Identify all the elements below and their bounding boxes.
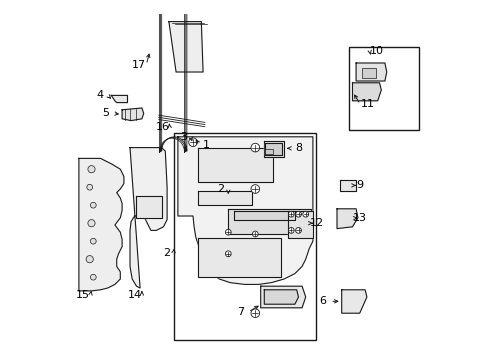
Text: 14: 14 xyxy=(127,290,142,300)
Polygon shape xyxy=(260,286,305,308)
Circle shape xyxy=(90,274,96,280)
Circle shape xyxy=(225,229,231,235)
Text: 2: 2 xyxy=(163,248,170,258)
Polygon shape xyxy=(168,22,203,72)
Text: 4: 4 xyxy=(97,90,104,100)
Text: 5: 5 xyxy=(102,108,109,118)
Polygon shape xyxy=(136,196,162,218)
Polygon shape xyxy=(233,211,294,220)
Circle shape xyxy=(250,143,259,152)
Polygon shape xyxy=(178,137,312,284)
Text: 7: 7 xyxy=(237,307,244,317)
Circle shape xyxy=(90,238,96,244)
Circle shape xyxy=(88,220,95,227)
Polygon shape xyxy=(336,209,357,229)
Circle shape xyxy=(250,309,259,318)
Circle shape xyxy=(86,256,93,263)
Polygon shape xyxy=(265,143,282,155)
Text: 17: 17 xyxy=(132,60,146,70)
Text: 11: 11 xyxy=(360,99,374,109)
Polygon shape xyxy=(352,83,381,101)
Polygon shape xyxy=(228,209,310,234)
Polygon shape xyxy=(197,191,251,205)
Circle shape xyxy=(302,211,308,217)
Polygon shape xyxy=(263,141,284,157)
Text: 15: 15 xyxy=(76,290,90,300)
Polygon shape xyxy=(355,63,386,81)
Text: 8: 8 xyxy=(294,143,302,153)
Polygon shape xyxy=(111,95,127,103)
Polygon shape xyxy=(122,108,143,121)
Bar xyxy=(174,133,316,340)
Circle shape xyxy=(188,138,197,147)
Circle shape xyxy=(295,211,301,217)
Text: 2: 2 xyxy=(217,184,224,194)
Circle shape xyxy=(288,228,294,233)
Polygon shape xyxy=(341,290,366,313)
Bar xyxy=(361,68,375,78)
Text: 12: 12 xyxy=(309,218,323,228)
Text: 16: 16 xyxy=(155,122,169,132)
Polygon shape xyxy=(79,158,123,291)
Text: 10: 10 xyxy=(369,46,383,56)
Text: 13: 13 xyxy=(352,213,366,223)
Circle shape xyxy=(250,185,259,193)
Polygon shape xyxy=(264,290,298,304)
Polygon shape xyxy=(339,180,355,191)
Text: 9: 9 xyxy=(355,180,363,190)
Circle shape xyxy=(87,184,92,190)
Polygon shape xyxy=(197,148,273,182)
Polygon shape xyxy=(197,238,280,277)
Text: 6: 6 xyxy=(319,296,326,306)
Circle shape xyxy=(225,251,231,257)
Bar xyxy=(348,47,418,130)
Bar xyxy=(265,149,272,154)
Circle shape xyxy=(295,228,301,233)
Text: 3: 3 xyxy=(180,132,186,142)
Circle shape xyxy=(88,166,95,173)
Circle shape xyxy=(90,202,96,208)
Circle shape xyxy=(288,211,294,217)
Circle shape xyxy=(252,231,258,237)
Text: 1: 1 xyxy=(203,140,210,150)
Polygon shape xyxy=(130,148,167,288)
Polygon shape xyxy=(287,211,312,238)
